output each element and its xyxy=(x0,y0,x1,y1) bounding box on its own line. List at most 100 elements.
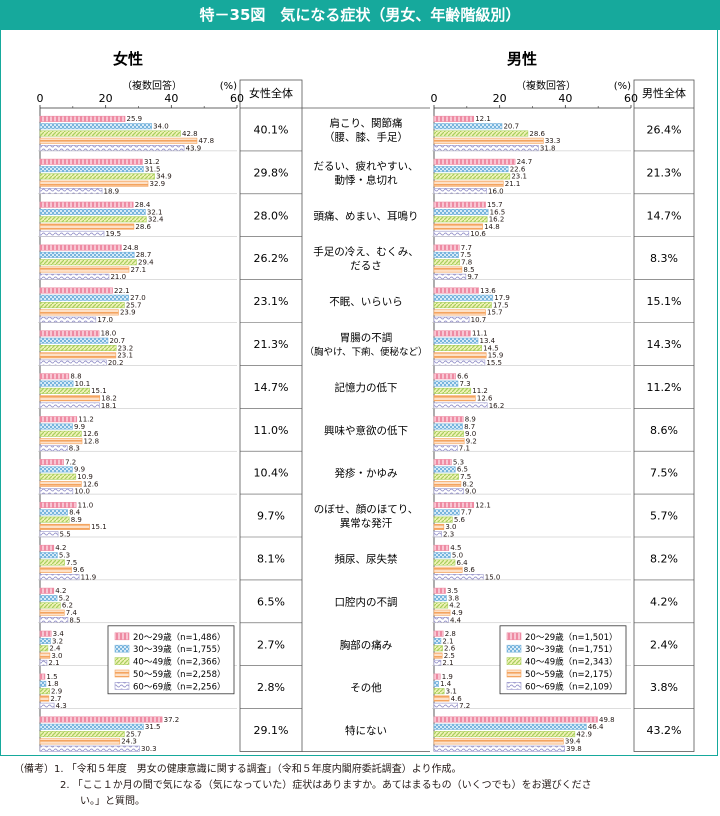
bar-value-label: 5.6 xyxy=(454,516,466,524)
female-tick-label: 60 xyxy=(230,92,244,105)
bar xyxy=(39,337,109,344)
bar-value-label: 3.5 xyxy=(447,587,458,595)
bar xyxy=(433,395,476,402)
total-value: 23.1% xyxy=(254,295,289,308)
bar xyxy=(39,445,68,452)
bar-value-label: 7.2 xyxy=(65,458,76,466)
bar-value-label: 30.3 xyxy=(141,745,157,753)
bar xyxy=(433,266,463,273)
bar xyxy=(39,695,50,702)
bar-value-label: 21.1 xyxy=(505,180,521,188)
bar xyxy=(39,501,77,508)
legend-label: 50～59歳（n=2,258） xyxy=(133,669,225,680)
category-label-line: だるさ xyxy=(350,260,382,272)
bar xyxy=(39,344,117,351)
bar xyxy=(433,380,459,387)
bar-value-label: 8.9 xyxy=(465,416,476,424)
bar-value-label: 15.7 xyxy=(487,309,503,317)
bar-chart: 女性 （複数回答） (%) 女性全体 男性 （複数回答） (%) 男性全体 0 2… xyxy=(37,50,695,753)
bar-value-label: 7.4 xyxy=(66,609,78,617)
bar xyxy=(433,416,464,423)
bar-value-label: 2.7 xyxy=(50,695,61,703)
total-value: 14.7% xyxy=(254,381,289,394)
bar xyxy=(433,137,544,144)
bar xyxy=(433,158,516,165)
bar-value-label: 10.6 xyxy=(470,230,486,238)
female-tick-label: 40 xyxy=(164,92,178,105)
bar xyxy=(433,723,587,730)
bar-value-label: 27.1 xyxy=(130,266,146,274)
legend-swatch xyxy=(506,669,522,678)
note-number-1: 1. xyxy=(54,764,64,775)
legend-label: 60～69歳（n=2,109） xyxy=(525,681,617,692)
bar xyxy=(433,473,459,480)
bar xyxy=(433,316,470,323)
source-note-2: 2. 「ここ１か月の間で気になる（気になっていた）症状はありますか。あてはまるも… xyxy=(14,779,592,793)
bar-value-label: 19.5 xyxy=(106,230,122,238)
bar xyxy=(433,259,460,266)
source-note-3: い。」と質問。 xyxy=(14,795,145,809)
bar xyxy=(433,609,451,616)
bar xyxy=(39,574,80,581)
legend-label: 30～39歳（n=1,751） xyxy=(525,644,617,655)
total-value: 8.1% xyxy=(257,552,285,565)
bar xyxy=(39,266,130,273)
bar xyxy=(39,287,113,294)
bar xyxy=(39,488,74,495)
bar xyxy=(39,587,55,594)
bar-value-label: 15.1 xyxy=(91,387,107,395)
category-label: 興味や意欲の低下 xyxy=(324,424,408,437)
total-value: 6.5% xyxy=(257,595,285,608)
bar xyxy=(433,574,484,581)
bar-value-label: 23.1 xyxy=(511,173,527,181)
bar-value-label: 10.0 xyxy=(74,488,90,496)
source-note-1: （備考）1. 「令和５年度 男女の健康意識に関する調査」（令和５年度内閣府委託調… xyxy=(14,763,462,777)
bar-value-label: 8.4 xyxy=(69,509,81,517)
bar xyxy=(433,688,445,695)
bar-value-label: 11.0 xyxy=(78,501,94,509)
category-label-line: 胸部の痛み xyxy=(340,638,393,651)
total-value: 9.7% xyxy=(257,510,285,523)
male-tick-label: 20 xyxy=(493,92,507,105)
bar-value-label: 4.2 xyxy=(55,544,66,552)
bar xyxy=(39,473,77,480)
total-value: 26.2% xyxy=(254,252,289,265)
bar xyxy=(39,466,73,473)
bar-value-label: 21.0 xyxy=(110,273,126,281)
bar-value-label: 25.7 xyxy=(126,301,142,309)
bar-value-label: 2.4 xyxy=(49,645,61,653)
bar xyxy=(39,188,103,195)
bar xyxy=(39,216,147,223)
bar-value-label: 49.8 xyxy=(599,716,615,724)
total-value: 10.4% xyxy=(254,467,289,480)
bar-value-label: 5.3 xyxy=(453,458,464,466)
bar xyxy=(433,531,442,538)
legend-swatch xyxy=(114,657,130,665)
bar xyxy=(433,359,486,366)
bar-value-label: 24.7 xyxy=(517,158,533,166)
total-value: 43.2% xyxy=(647,724,682,737)
bar xyxy=(433,602,449,609)
bar-value-label: 31.8 xyxy=(540,144,556,152)
category-label-line: （胸やけ、下痢、便秘など） xyxy=(304,346,427,358)
total-value: 29.8% xyxy=(254,166,289,179)
bar xyxy=(433,630,444,637)
bar-value-label: 39.8 xyxy=(566,745,582,753)
bar xyxy=(433,123,503,130)
bar-value-label: 8.3 xyxy=(69,445,80,453)
bar-value-label: 9.9 xyxy=(74,466,85,474)
bar-value-label: 23.9 xyxy=(120,309,136,317)
bar xyxy=(39,380,74,387)
chart-marks: 0 20 40 6040.1%25.934.042.847.843.9肩こり、関節痛（… xyxy=(37,79,695,753)
bar xyxy=(433,387,472,394)
bar xyxy=(433,673,441,680)
bar-value-label: 12.8 xyxy=(84,437,100,445)
bar xyxy=(39,294,129,301)
total-value: 7.5% xyxy=(650,467,678,480)
bar xyxy=(433,402,488,409)
bar-value-label: 8.6 xyxy=(464,566,476,574)
bar-value-label: 28.6 xyxy=(529,130,545,138)
category-label: のぼせ、顔のほてり、異常な発汗 xyxy=(314,503,419,530)
male-panel: 男性 （複数回答） (%) 男性全体 xyxy=(507,50,686,100)
bar xyxy=(433,731,576,738)
